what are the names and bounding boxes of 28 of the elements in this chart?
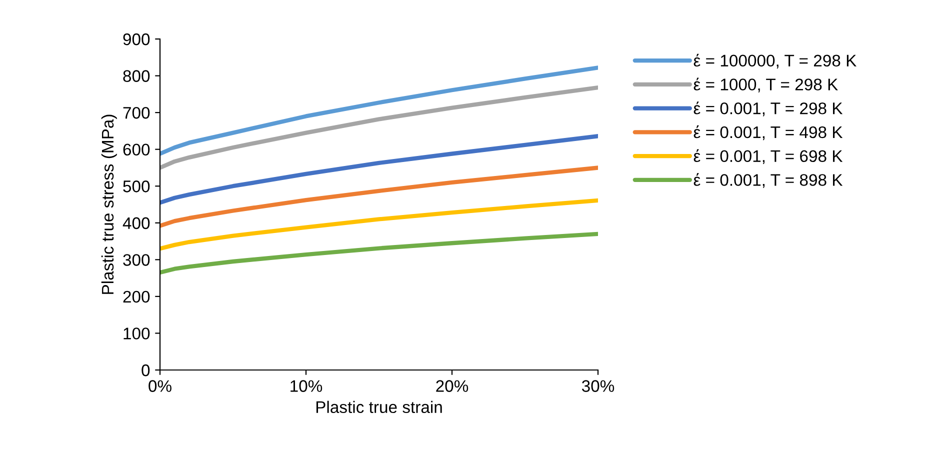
x-tick-label: 30% <box>582 380 614 392</box>
y-tick-label: 300 <box>123 254 150 266</box>
legend-label: έ = 0.001, T = 898 K <box>694 173 843 188</box>
y-tick-label: 400 <box>122 217 150 230</box>
x-tick-label: 20% <box>436 380 468 392</box>
y-tick-label: 600 <box>123 144 150 156</box>
legend-label: έ = 1000, T = 298 K <box>694 78 838 92</box>
y-tick-label: 700 <box>123 106 150 119</box>
y-tick-label: 900 <box>123 33 150 46</box>
legend-label: έ = 100000, T = 298 K <box>694 54 856 69</box>
x-axis-title: Plastic true strain <box>316 400 442 414</box>
line-series <box>160 85 598 170</box>
y-tick-label: 800 <box>123 70 150 82</box>
y-tick-label: 500 <box>123 180 150 192</box>
y-tick-label: 0 <box>142 364 150 376</box>
legend-label: έ = 0.001, T = 698 K <box>694 149 843 164</box>
legend-label: έ = 0.001, T = 498 K <box>694 125 843 140</box>
line-series <box>160 66 598 156</box>
x-tick-label: 0% <box>148 380 172 392</box>
line-series <box>160 198 598 251</box>
legend-label: έ = 0.001, T = 298 K <box>694 102 843 116</box>
line-series <box>160 232 598 275</box>
y-axis-title: Plastic true stress (MPa) <box>101 114 117 294</box>
y-tick-label: 200 <box>123 290 150 303</box>
line-series <box>160 134 598 205</box>
x-tick-label: 10% <box>290 380 322 392</box>
y-tick-label: 100 <box>124 328 150 340</box>
line-series <box>160 166 598 228</box>
